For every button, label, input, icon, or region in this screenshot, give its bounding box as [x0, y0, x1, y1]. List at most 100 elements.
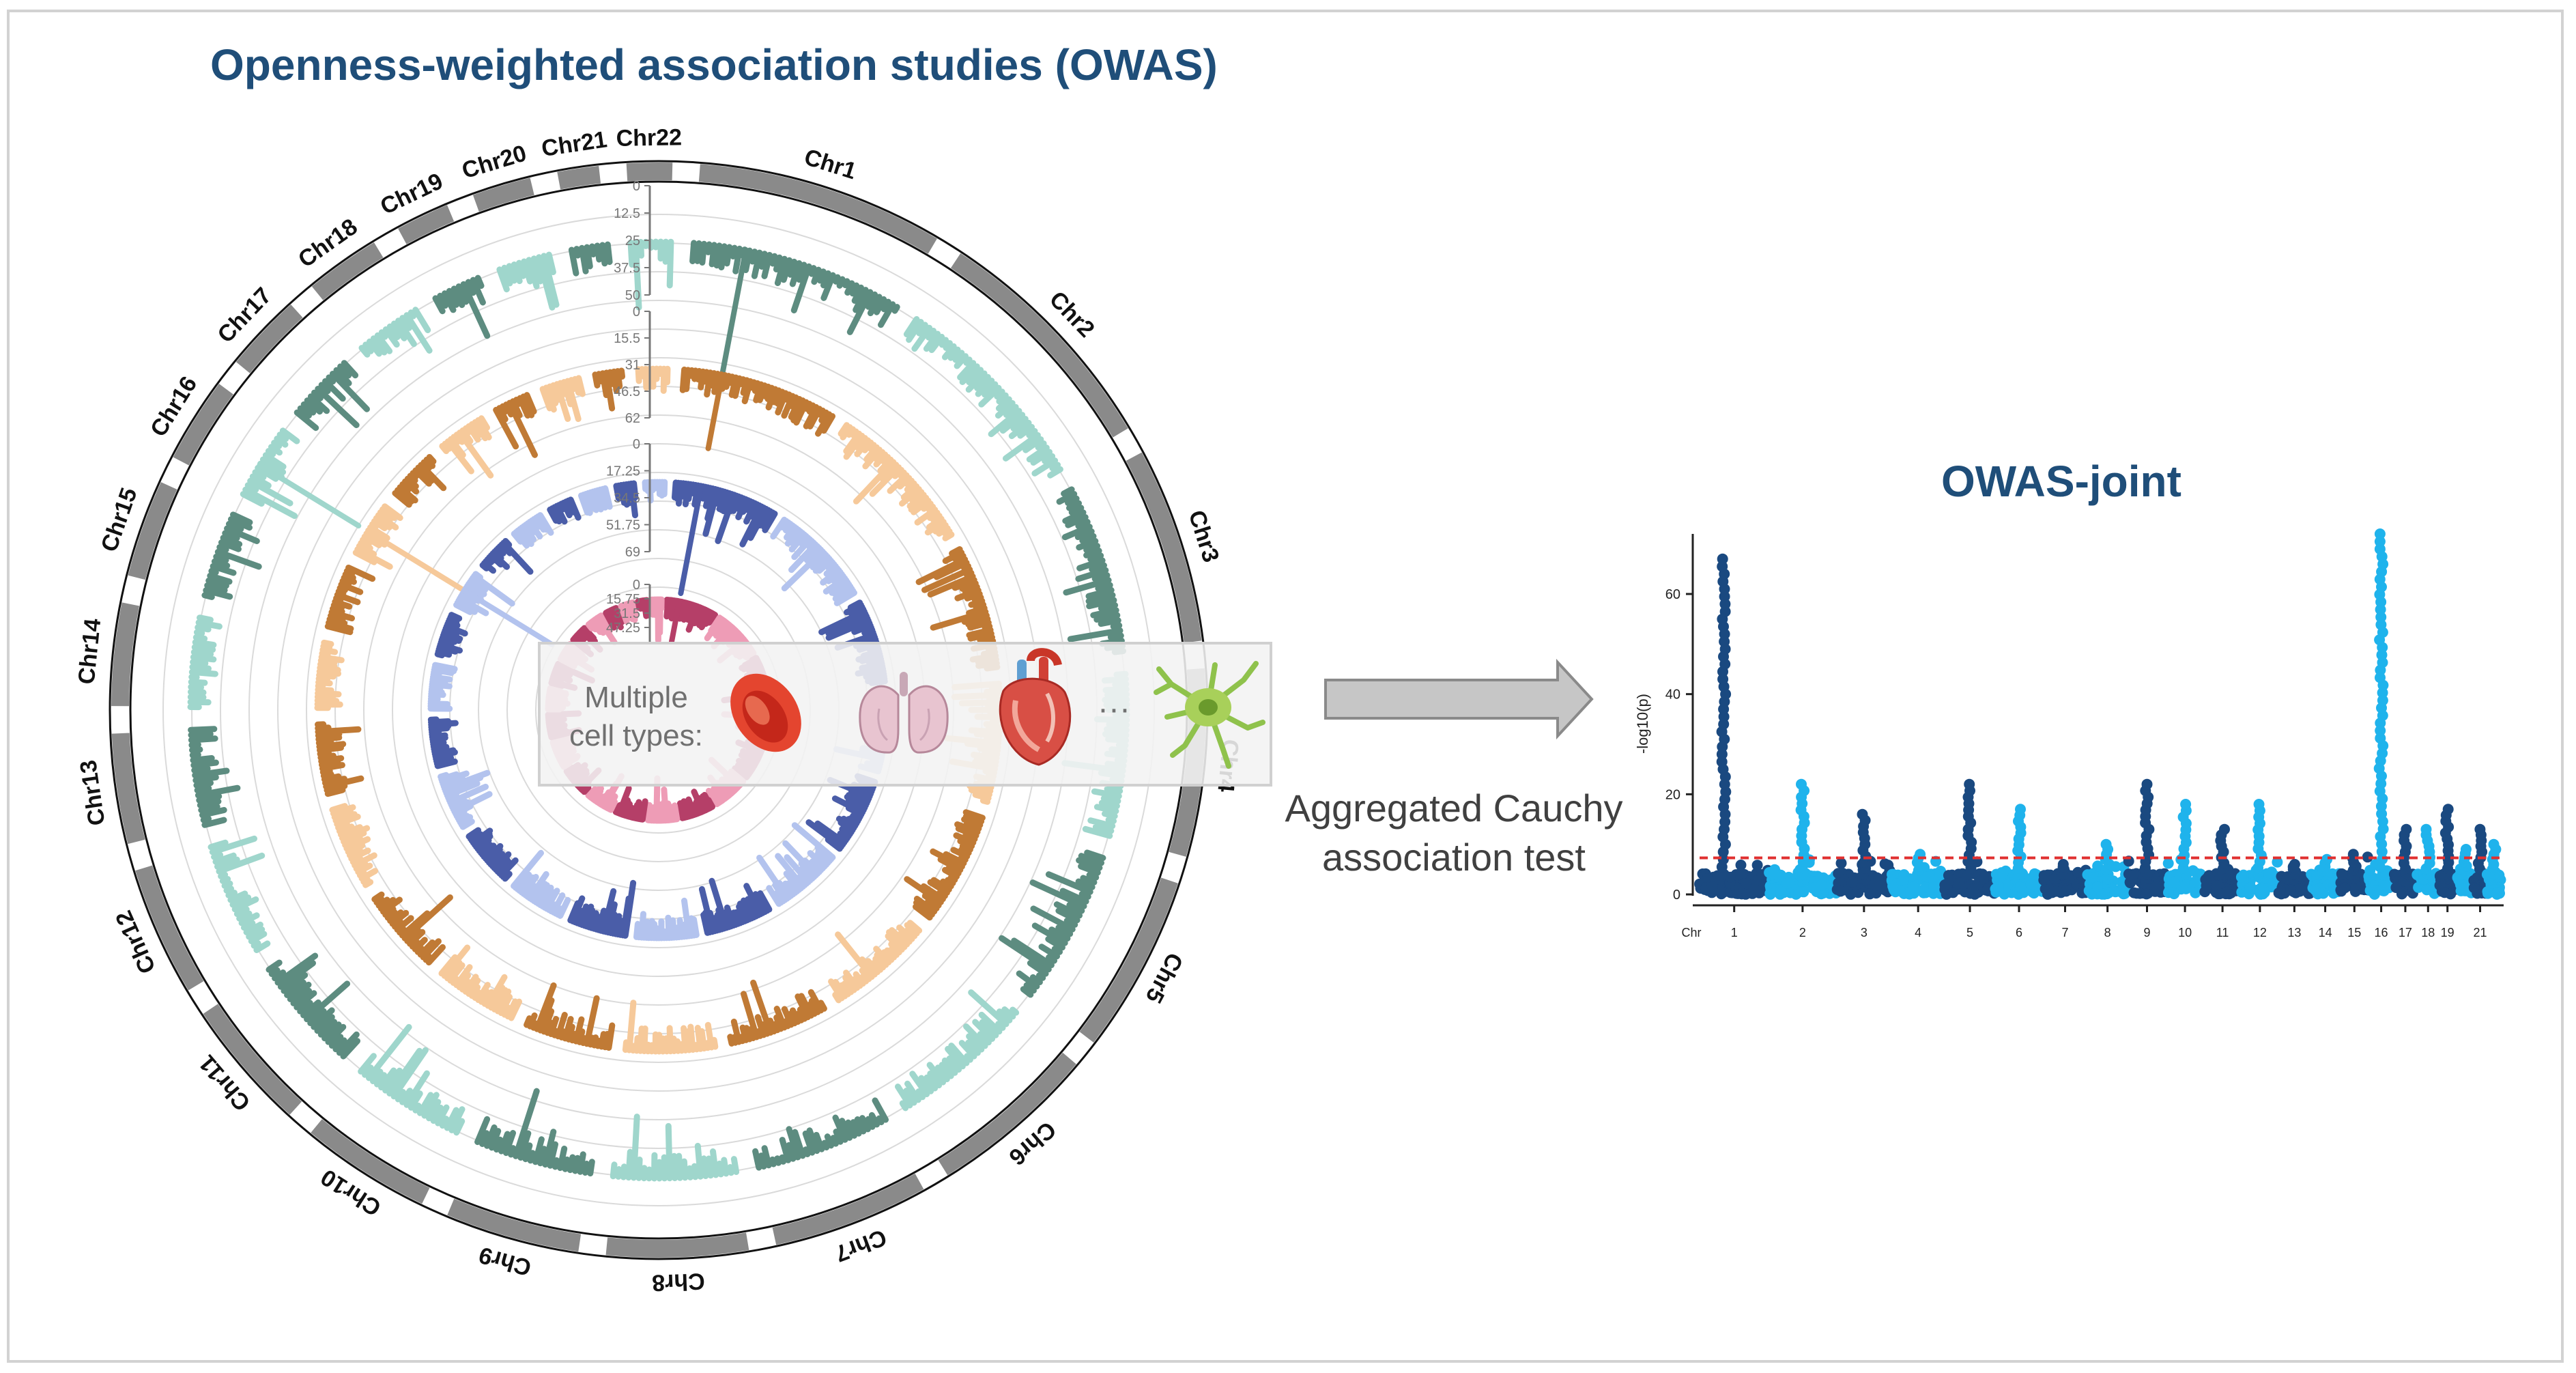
- ring-peak: [364, 528, 470, 595]
- chromosome-band-chr9: [447, 1198, 582, 1252]
- x-tick-label: 19: [2441, 926, 2455, 939]
- snp-point: [2072, 866, 2084, 878]
- chromosome-label: Chr7: [831, 1224, 890, 1267]
- snp-point: [1835, 886, 1846, 897]
- ring-signal-chr19: [603, 605, 625, 631]
- snp-point: [2371, 885, 2382, 896]
- snp-peak-point: [2375, 725, 2386, 737]
- snp-point: [1934, 869, 1946, 880]
- snp-point: [1751, 860, 1763, 871]
- ring-axis-tick-label: 62: [625, 411, 640, 426]
- chr-11-points: [2199, 823, 2245, 900]
- ring-signal-chr1: [689, 240, 900, 335]
- snp-point: [2390, 882, 2402, 893]
- snp-point: [2413, 881, 2424, 893]
- snp-point: [2169, 877, 2180, 888]
- y-tick-label: 40: [1665, 688, 1680, 703]
- chromosome-band-chr20: [472, 178, 534, 212]
- chromosome-label: Chr1: [801, 144, 859, 184]
- chromosome-band-chr13: [111, 733, 145, 845]
- snp-peak-point: [2374, 528, 2386, 539]
- snp-point: [1846, 876, 1858, 888]
- x-tick-label: 17: [2399, 926, 2412, 939]
- snp-point: [1883, 860, 1894, 871]
- chromosome-band-chr5: [1079, 877, 1178, 1043]
- ring-signal-chr15: [434, 612, 468, 659]
- snp-peak-point: [2460, 844, 2472, 855]
- chr-4-points: [1886, 849, 1948, 900]
- snp-point: [2151, 881, 2162, 892]
- chr-6-points: [1990, 804, 2048, 900]
- snp-point: [2285, 884, 2296, 896]
- ring-signal-chr6: [756, 822, 836, 907]
- chromosome-ideogram: [109, 160, 1209, 1260]
- ring-signal-chr18: [439, 415, 494, 479]
- circos-plot: Chr1Chr2Chr3Chr4Chr5Chr6Chr7Chr8Chr9Chr1…: [74, 124, 1244, 1296]
- ring-signal-chr19: [547, 496, 582, 525]
- ring-signal-chr22: [648, 596, 665, 644]
- red-blood-cell-icon: [730, 673, 801, 752]
- snp-point: [2131, 888, 2143, 899]
- chromosome-label: Chr3: [1184, 507, 1225, 565]
- cell-types-label-1: Multiple: [584, 681, 688, 714]
- ring-signal-chr1: [679, 366, 835, 437]
- chromosome-label: Chr13: [75, 759, 111, 827]
- chromosome-band-chr1: [698, 164, 937, 254]
- chromosome-band-chr12: [135, 865, 204, 991]
- x-tick-label: 3: [1861, 926, 1867, 939]
- ring-peak: [668, 598, 683, 645]
- snp-peak-point: [2488, 838, 2500, 850]
- ring-signal-chr19: [432, 274, 491, 339]
- chr-9-points: [2123, 778, 2171, 900]
- snp-peak-point: [2420, 823, 2432, 835]
- snp-peak-point: [2180, 799, 2192, 810]
- snp-peak-point: [2057, 859, 2069, 870]
- chromosome-band-chr21: [557, 165, 601, 190]
- ring-peak: [705, 371, 726, 451]
- ring-signal-chr3: [1056, 486, 1126, 655]
- snp-point: [1907, 881, 1919, 893]
- snp-point: [1706, 881, 1718, 892]
- ring-axis-tick-label: 17.25: [606, 464, 640, 479]
- snp-peak-point: [2321, 853, 2332, 865]
- chr-7-points: [2038, 859, 2092, 900]
- snp-point: [2235, 871, 2247, 883]
- ring-axis-tick-label: 0: [633, 437, 640, 452]
- chromosome-band-chr17: [235, 305, 303, 373]
- caption-line-2: association test: [1322, 836, 1586, 879]
- snp-peak-point: [2474, 823, 2486, 835]
- chromosome-label: Chr5: [1141, 948, 1188, 1007]
- ring-signal-chr10: [358, 1023, 466, 1136]
- ring-signal-chr6: [828, 920, 923, 1004]
- ring-axis-tick-label: 51.75: [606, 518, 640, 533]
- ring-signal-chr10: [585, 773, 625, 813]
- snp-peak-point: [2141, 778, 2153, 790]
- x-tick-label: 10: [2178, 926, 2192, 939]
- chr-12-points: [2235, 799, 2283, 900]
- ring-signal-chr2: [903, 316, 1063, 479]
- snp-point: [2468, 882, 2480, 894]
- snp-point: [2002, 879, 2014, 890]
- y-axis-label: -log10(p): [1634, 694, 1651, 754]
- ring-signal-chr11: [371, 891, 453, 966]
- snp-point: [2092, 860, 2104, 872]
- ring-signal-chr7: [727, 979, 827, 1047]
- chr-10-points: [2162, 799, 2207, 900]
- snp-peak-point: [2100, 838, 2112, 850]
- ring-signal-chr2: [838, 422, 955, 541]
- cell-type-ring-1: [187, 238, 1130, 1182]
- x-tick-label: 4: [1915, 926, 1921, 939]
- chr-13-points: [2273, 859, 2316, 900]
- x-tick-label: 16: [2375, 926, 2388, 939]
- snp-point: [1864, 888, 1876, 900]
- ring-signal-chr21: [592, 367, 625, 412]
- ring-axis-tick-label: 25: [625, 233, 640, 249]
- cell-types-overlay: Multiple cell types: ···: [538, 642, 1272, 787]
- ring-axis-tick-label: 0: [633, 578, 640, 593]
- ring-signal-chr6: [895, 989, 1020, 1112]
- snp-point: [1702, 873, 1713, 884]
- x-tick-label: 9: [2143, 926, 2150, 939]
- snp-peak-point: [1717, 553, 1728, 565]
